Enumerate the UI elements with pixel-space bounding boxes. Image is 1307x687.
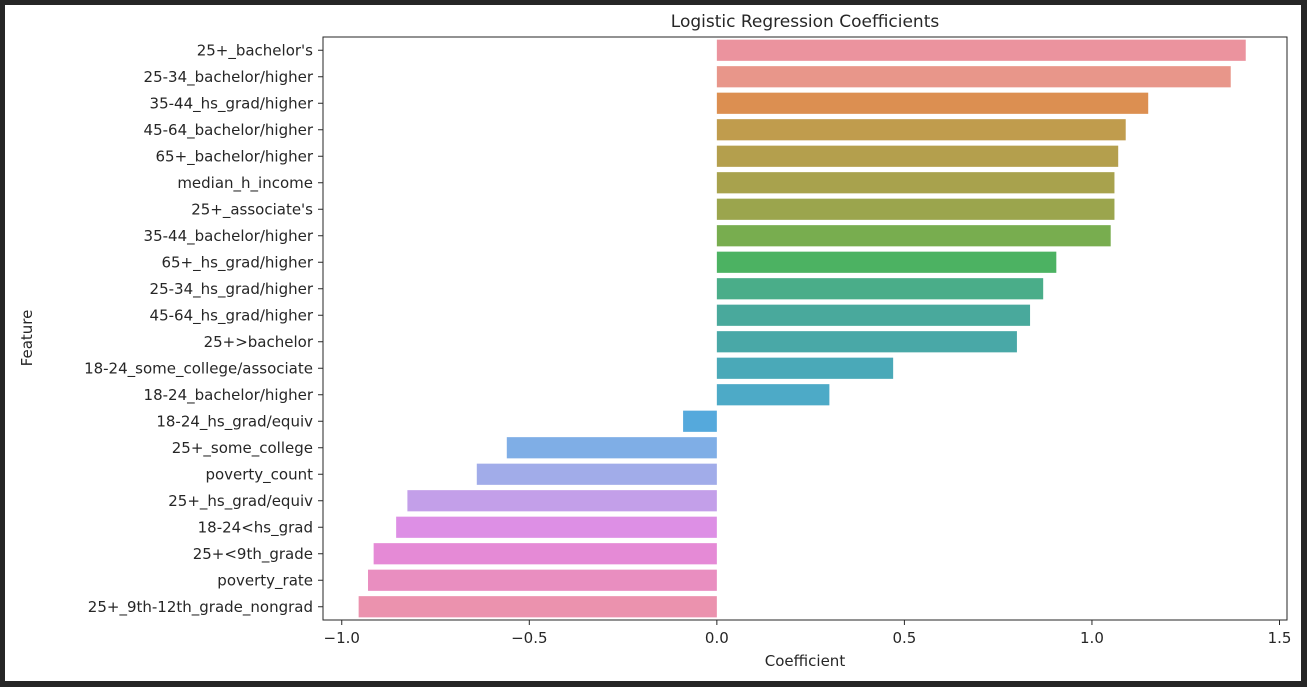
bar xyxy=(396,516,717,538)
y-tick-label: 45-64_bachelor/higher xyxy=(144,121,314,140)
y-tick-label: 65+_bachelor/higher xyxy=(155,147,313,166)
y-tick-label: 25+_9th-12th_grade_nongrad xyxy=(88,598,313,617)
bar xyxy=(683,410,717,432)
bar xyxy=(716,39,1246,61)
x-axis-label: Coefficient xyxy=(765,652,846,670)
bar xyxy=(716,119,1126,141)
bar xyxy=(716,384,830,406)
y-tick-label: median_h_income xyxy=(177,174,313,193)
y-tick-label: 18-24_hs_grad/equiv xyxy=(156,412,313,431)
axes-frame xyxy=(322,36,1288,621)
y-tick-label: 25+_hs_grad/equiv xyxy=(168,492,313,511)
x-tick-label: 0.5 xyxy=(892,629,916,647)
bar xyxy=(407,490,717,512)
y-tick-label: 25+>bachelor xyxy=(204,333,314,351)
bar xyxy=(716,145,1119,167)
bar xyxy=(358,596,717,618)
y-tick-label: 18-24_some_college/associate xyxy=(84,359,313,378)
y-tick-label: 25+_bachelor's xyxy=(197,41,313,60)
bars-group xyxy=(358,39,1246,618)
bar xyxy=(716,251,1057,273)
bar xyxy=(716,304,1031,326)
bar xyxy=(506,437,717,459)
bar xyxy=(716,198,1115,220)
y-tick-label: poverty_rate xyxy=(217,571,313,590)
x-tick-label: 1.0 xyxy=(1080,629,1104,647)
x-tick-label: 1.5 xyxy=(1268,629,1292,647)
chart-canvas: Logistic Regression Coefficients 25+_bac… xyxy=(5,5,1301,681)
y-tick-label: 25+<9th_grade xyxy=(193,545,313,564)
y-tick-label: 65+_hs_grad/higher xyxy=(161,253,313,272)
bar xyxy=(716,331,1017,353)
y-tick-label: 35-44_hs_grad/higher xyxy=(150,94,314,113)
x-tick-label: −0.5 xyxy=(511,629,547,647)
y-tick-label: 25+_associate's xyxy=(191,200,313,219)
bar xyxy=(716,357,894,379)
y-tick-label: 18-24_bachelor/higher xyxy=(144,386,314,405)
x-tick-label: −1.0 xyxy=(324,629,360,647)
bar xyxy=(716,92,1149,114)
bar xyxy=(716,172,1115,194)
y-tick-label: 25+_some_college xyxy=(172,439,313,458)
y-tick-label: 25-34_hs_grad/higher xyxy=(150,280,314,299)
y-tick-label: poverty_count xyxy=(205,465,313,484)
bar xyxy=(373,543,717,565)
y-tick-label: 35-44_bachelor/higher xyxy=(144,227,314,246)
bar xyxy=(716,225,1111,247)
y-tick-labels: 25+_bachelor's 25-34_bachelor/higher 35-44… xyxy=(84,41,323,617)
y-tick-label: 45-64_hs_grad/higher xyxy=(150,306,314,325)
x-tick-label: 0.0 xyxy=(705,629,729,647)
bar xyxy=(716,278,1044,300)
y-tick-label: 25-34_bachelor/higher xyxy=(144,68,314,87)
bar xyxy=(716,66,1231,88)
bar xyxy=(476,463,717,485)
bar-chart: Logistic Regression Coefficients 25+_bac… xyxy=(18,12,1292,670)
y-axis-label: Feature xyxy=(18,310,36,367)
bar xyxy=(368,569,717,591)
x-ticks: −1.0 −0.5 0.0 0.5 1.0 1.5 xyxy=(324,620,1292,647)
chart-title: Logistic Regression Coefficients xyxy=(671,12,940,32)
y-tick-label: 18-24<hs_grad xyxy=(198,518,313,537)
